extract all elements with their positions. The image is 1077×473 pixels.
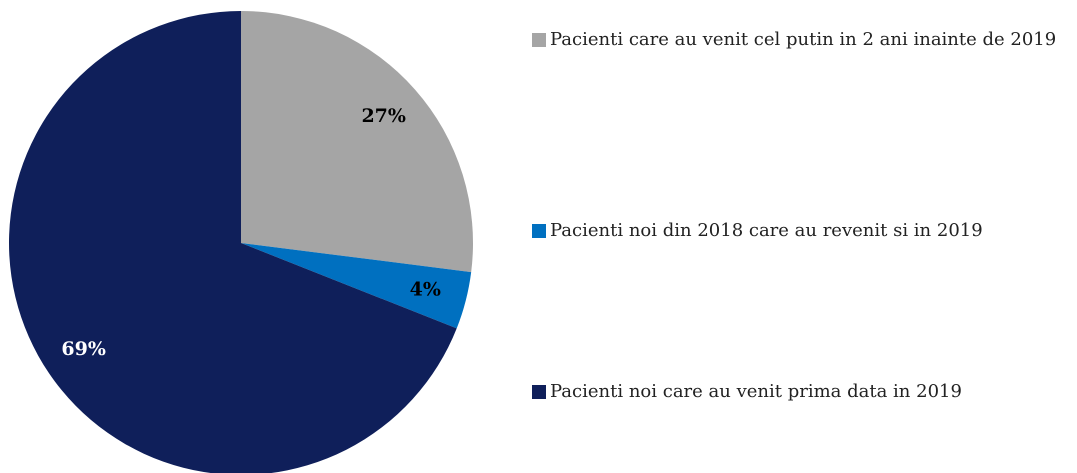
legend-swatch <box>532 224 546 238</box>
data-label: 4% <box>410 278 441 300</box>
legend-swatch <box>532 385 546 399</box>
data-label: 69% <box>61 338 106 360</box>
data-label: 27% <box>361 105 406 127</box>
legend: Pacienti care au venit cel putin in 2 an… <box>532 0 1072 473</box>
legend-item: Pacienti care au venit cel putin in 2 an… <box>532 28 1065 52</box>
legend-item: Pacienti noi care au venit prima data in… <box>532 380 1065 404</box>
legend-item: Pacienti noi din 2018 care au revenit si… <box>532 219 1065 243</box>
legend-swatch <box>532 33 546 47</box>
pie-slice <box>241 11 473 273</box>
pie-slice <box>241 243 472 329</box>
legend-label: Pacienti noi din 2018 care au revenit si… <box>550 220 983 241</box>
pie-slice <box>8 11 457 473</box>
legend-label: Pacienti care au venit cel putin in 2 an… <box>550 29 1057 50</box>
legend-label: Pacienti noi care au venit prima data in… <box>550 381 962 402</box>
chart: 27% 4% 69% <box>8 11 473 473</box>
